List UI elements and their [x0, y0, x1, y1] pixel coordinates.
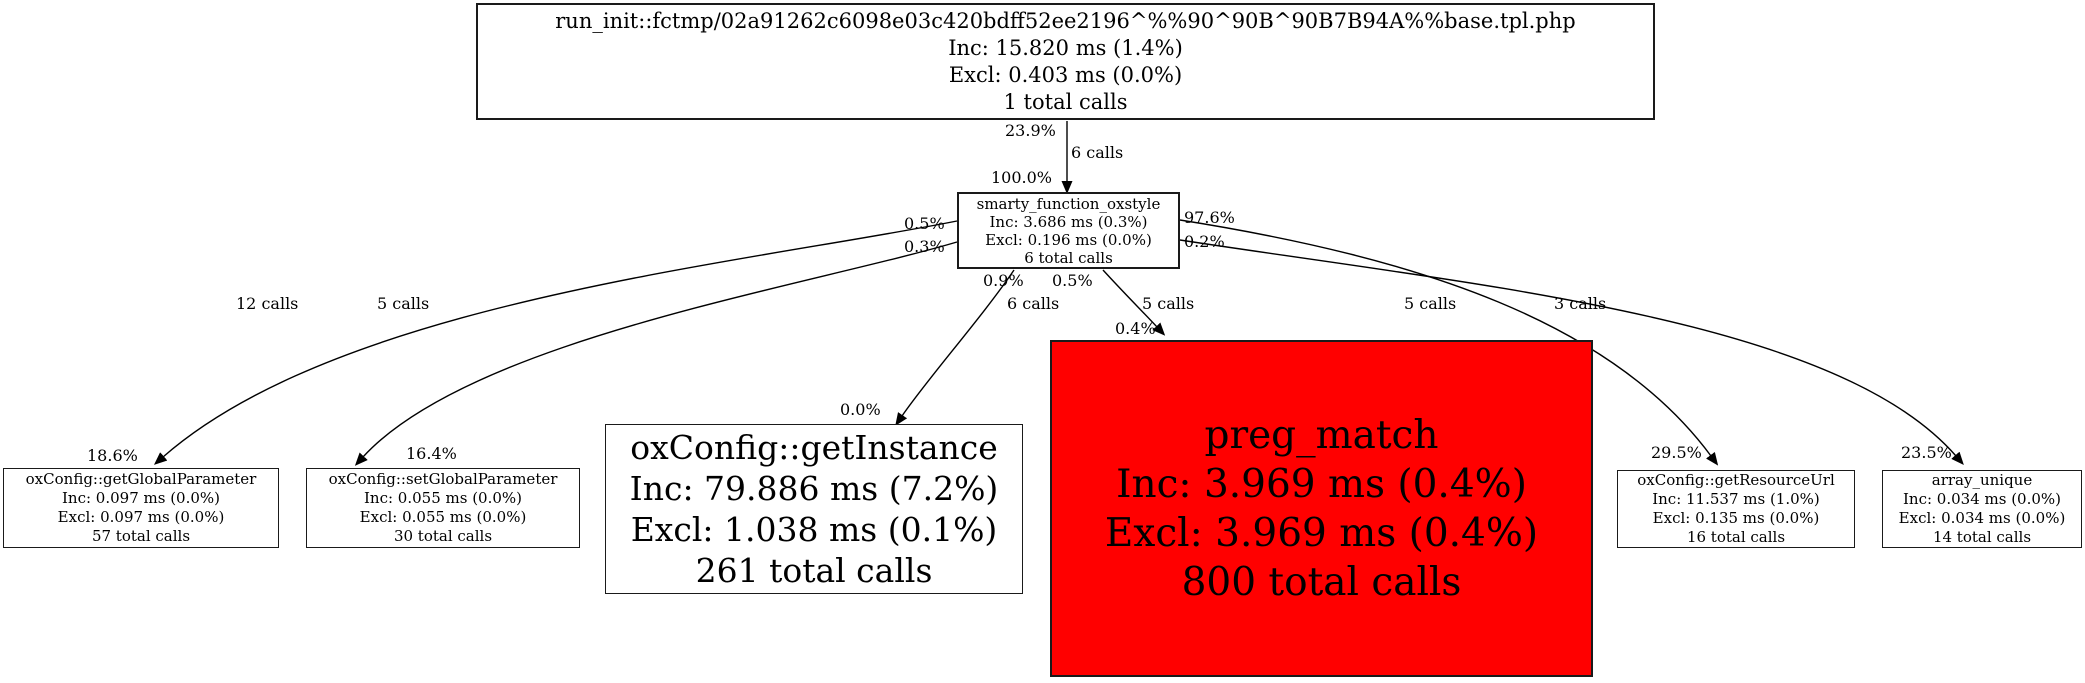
node-total-calls: 16 total calls: [1686, 528, 1786, 546]
edge-tail-percent-label: 0.9%: [983, 271, 1024, 290]
edge-smarty-to-getinstance: [895, 269, 1015, 426]
node-exclusive-time: Excl: 1.038 ms (0.1%): [630, 510, 998, 549]
edge-smarty-to-getglobalparameter: [153, 220, 958, 465]
node-inclusive-time: Inc: 3.969 ms (0.4%): [1116, 461, 1527, 507]
edge-calls-label: 6 calls: [1007, 294, 1060, 313]
edge-head-percent-label: 23.5%: [1901, 443, 1952, 462]
node-inclusive-time: Inc: 0.034 ms (0.0%): [1902, 490, 2062, 508]
node-total-calls: 57 total calls: [91, 527, 191, 545]
node-total-calls: 261 total calls: [695, 551, 933, 590]
edge-calls-label: 5 calls: [1142, 294, 1195, 313]
node-oxconfig-getinstance: oxConfig::getInstance Inc: 79.886 ms (7.…: [605, 424, 1023, 594]
edge-head-percent-label: 100.0%: [991, 168, 1053, 187]
node-total-calls: 30 total calls: [393, 527, 493, 545]
node-inclusive-time: Inc: 15.820 ms (1.4%): [948, 35, 1183, 60]
edge-tail-percent-label: 0.2%: [1184, 232, 1225, 251]
node-title: oxConfig::setGlobalParameter: [328, 470, 558, 488]
node-inclusive-time: Inc: 79.886 ms (7.2%): [629, 469, 999, 508]
node-exclusive-time: Excl: 0.097 ms (0.0%): [57, 508, 225, 526]
node-oxconfig-getresourceurl: oxConfig::getResourceUrl Inc: 11.537 ms …: [1617, 470, 1855, 548]
node-run-init-base-tpl: run_init::fctmp/02a91262c6098e03c420bdff…: [476, 3, 1655, 120]
node-title: oxConfig::getInstance: [630, 428, 998, 467]
edge-head-percent-label: 0.4%: [1115, 319, 1156, 338]
node-exclusive-time: Excl: 0.196 ms (0.0%): [985, 230, 1152, 249]
node-inclusive-time: Inc: 0.055 ms (0.0%): [363, 489, 523, 507]
node-title: run_init::fctmp/02a91262c6098e03c420bdff…: [555, 8, 1576, 33]
node-inclusive-time: Inc: 3.686 ms (0.3%): [989, 212, 1148, 231]
edge-head-percent-label: 16.4%: [406, 444, 457, 463]
node-title: oxConfig::getGlobalParameter: [25, 470, 257, 488]
edge-tail-percent-label: 0.3%: [904, 237, 945, 256]
node-title: array_unique: [1931, 471, 2033, 489]
node-total-calls: 800 total calls: [1181, 559, 1462, 605]
node-title: oxConfig::getResourceUrl: [1637, 471, 1835, 489]
node-exclusive-time: Excl: 0.403 ms (0.0%): [948, 62, 1183, 87]
edge-calls-label: 6 calls: [1071, 143, 1124, 162]
edge-calls-label: 5 calls: [377, 294, 430, 313]
node-preg-match: preg_match Inc: 3.969 ms (0.4%) Excl: 3.…: [1050, 340, 1593, 677]
edge-head-percent-label: 29.5%: [1651, 443, 1702, 462]
node-oxconfig-getglobalparameter: oxConfig::getGlobalParameter Inc: 0.097 …: [3, 468, 279, 548]
node-exclusive-time: Excl: 0.034 ms (0.0%): [1898, 509, 2066, 527]
edge-tail-percent-label: 0.5%: [904, 214, 945, 233]
node-inclusive-time: Inc: 0.097 ms (0.0%): [61, 489, 221, 507]
edge-head-percent-label: 18.6%: [87, 446, 138, 465]
node-array-unique: array_unique Inc: 0.034 ms (0.0%) Excl: …: [1882, 470, 2082, 548]
edge-calls-label: 5 calls: [1404, 294, 1457, 313]
node-total-calls: 14 total calls: [1932, 528, 2032, 546]
edge-tail-percent-label: 23.9%: [1005, 121, 1056, 140]
node-exclusive-time: Excl: 0.135 ms (0.0%): [1652, 509, 1820, 527]
node-inclusive-time: Inc: 11.537 ms (1.0%): [1652, 490, 1820, 508]
edge-tail-percent-label: 0.5%: [1052, 271, 1093, 290]
node-total-calls: 6 total calls: [1024, 248, 1113, 267]
node-title: smarty_function_oxstyle: [976, 194, 1161, 213]
node-title: preg_match: [1204, 412, 1439, 458]
edge-smarty-to-arrayunique: [1179, 239, 1964, 466]
edge-head-percent-label: 0.0%: [840, 400, 881, 419]
edge-smarty-to-pregmatch: [1102, 269, 1166, 336]
edge-calls-label: 3 calls: [1554, 294, 1607, 313]
node-total-calls: 1 total calls: [1003, 89, 1128, 114]
node-exclusive-time: Excl: 3.969 ms (0.4%): [1104, 510, 1539, 556]
edge-smarty-to-getresourceurl: [1179, 219, 1719, 466]
edge-calls-label: 12 calls: [236, 294, 299, 313]
node-oxconfig-setglobalparameter: oxConfig::setGlobalParameter Inc: 0.055 …: [306, 468, 580, 548]
node-exclusive-time: Excl: 0.055 ms (0.0%): [359, 508, 527, 526]
edge-tail-percent-label: 97.6%: [1184, 208, 1235, 227]
edge-smarty-to-setglobalparameter: [354, 241, 958, 466]
node-smarty-function-oxstyle: smarty_function_oxstyle Inc: 3.686 ms (0…: [957, 192, 1180, 269]
